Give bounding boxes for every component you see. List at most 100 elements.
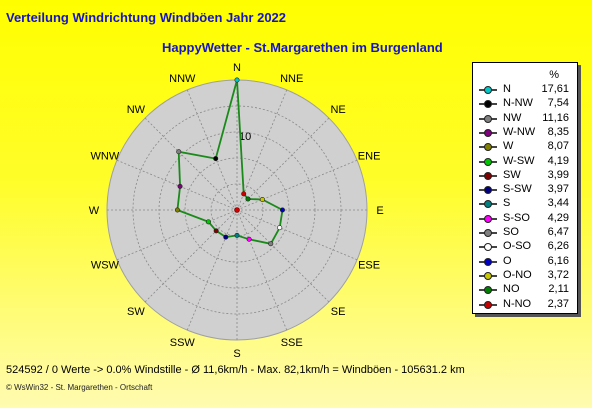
legend-marker	[484, 114, 492, 123]
grid-spoke	[116, 209, 238, 261]
legend-marker	[484, 300, 492, 309]
legend-value: 7,54	[547, 97, 569, 110]
data-point	[177, 183, 183, 189]
direction-label: SSE	[281, 337, 303, 349]
data-point	[234, 232, 240, 238]
center-point	[234, 207, 240, 213]
legend-value: 6,16	[547, 254, 569, 267]
data-point	[268, 241, 274, 247]
grid-spoke	[236, 89, 288, 211]
legend-marker	[484, 100, 492, 109]
legend-label: W-NW	[503, 125, 536, 138]
legend-marker	[484, 171, 492, 180]
legend-value: 6,26	[547, 240, 569, 253]
legend-label: O	[503, 254, 512, 267]
grid-spoke	[236, 159, 358, 211]
legend-entry: SW 3,99	[473, 169, 577, 183]
direction-label: NE	[330, 104, 345, 116]
data-point	[246, 236, 252, 242]
data-point	[213, 228, 219, 234]
direction-label: ENE	[358, 150, 381, 162]
legend-unit: %	[549, 69, 559, 81]
legend-marker	[484, 128, 492, 137]
direction-label: SE	[331, 306, 346, 318]
legend-marker	[484, 214, 492, 223]
legend-label: N-NO	[503, 297, 532, 310]
legend-entry: NO 2,11	[473, 283, 577, 297]
legend-entry: W 8,07	[473, 140, 577, 154]
direction-label: N	[233, 62, 241, 74]
data-point	[234, 77, 240, 83]
direction-label: ESE	[358, 260, 380, 272]
legend-label: SO	[503, 226, 519, 238]
legend-entry: N-NW 7,54	[473, 97, 577, 111]
data-point	[213, 156, 219, 162]
grid-spoke	[236, 209, 330, 303]
data-point	[205, 219, 211, 225]
legend-marker	[484, 243, 492, 252]
legend-label: W-SW	[503, 154, 535, 167]
legend-entry: O-SO 6,26	[473, 240, 577, 254]
legend-value: 8,07	[547, 140, 569, 153]
legend-entry: O 6,16	[473, 255, 577, 269]
grid-spoke	[116, 159, 238, 211]
direction-label: SW	[127, 306, 145, 318]
legend-entry: N 17,61	[473, 83, 577, 97]
grid-spoke	[186, 89, 238, 211]
legend-value: 4,29	[547, 211, 569, 224]
grid-spoke	[236, 117, 330, 211]
direction-label: WNW	[91, 150, 120, 162]
legend-label: SW	[503, 168, 521, 181]
legend-marker	[484, 271, 492, 280]
grid-spoke	[144, 117, 238, 211]
legend-marker	[484, 157, 492, 166]
legend-entry: S-SO 4,29	[473, 212, 577, 226]
legend-label: N-NW	[503, 97, 533, 110]
credit-footer: © WsWin32 - St. Margarethen - Ortschaft	[6, 383, 153, 392]
direction-label: SSW	[170, 337, 196, 349]
legend-value: 17,61	[541, 83, 569, 95]
legend-label: S	[503, 197, 511, 210]
legend-entry: NW 11,16	[473, 112, 577, 126]
ring-value-label: 10	[239, 131, 251, 143]
data-point	[176, 149, 182, 155]
legend-value: 8,35	[547, 125, 569, 138]
legend-marker	[484, 86, 492, 94]
data-point	[259, 196, 265, 202]
legend-value: 4,19	[547, 154, 569, 167]
grid-spoke	[144, 209, 238, 303]
legend-entry: SO 6,47	[473, 226, 577, 240]
legend-value: 3,72	[547, 268, 569, 281]
data-point	[241, 191, 247, 197]
legend-marker	[484, 200, 492, 209]
legend-value: 3,99	[547, 168, 569, 181]
chart-subtitle: HappyWetter - St.Margarethen im Burgenla…	[162, 40, 443, 55]
legend-entry: S 3,44	[473, 197, 577, 211]
legend: % N 17,61 N-NW 7,54 NW 11,16 W-NW 8,35 W 8,07 W-SW…	[472, 62, 578, 314]
grid-spoke	[236, 209, 358, 261]
legend-label: S-SO	[503, 211, 530, 224]
legend-entry: O-NO 3,72	[473, 269, 577, 283]
legend-marker	[484, 143, 492, 152]
legend-value: 2,37	[547, 297, 569, 310]
legend-entry: W-NW 8,35	[473, 126, 577, 140]
direction-label: NW	[127, 104, 146, 116]
legend-label: O-SO	[503, 240, 532, 253]
legend-entry: S-SW 3,97	[473, 183, 577, 197]
legend-value: 6,47	[547, 226, 569, 238]
direction-label: NNW	[169, 73, 196, 85]
direction-label: S	[233, 348, 240, 360]
legend-label: O-NO	[503, 268, 532, 281]
data-point	[174, 207, 180, 213]
legend-entry: N-NO 2,37	[473, 298, 577, 312]
direction-label: WSW	[91, 260, 120, 272]
grid-spoke	[186, 209, 238, 331]
legend-value: 2,11	[548, 283, 569, 296]
data-point	[223, 234, 229, 240]
direction-label: NNE	[280, 73, 303, 85]
direction-label: E	[376, 205, 383, 217]
stats-footer: 524592 / 0 Werte -> 0.0% Windstille - Ø …	[6, 364, 465, 376]
legend-label: NW	[503, 111, 522, 124]
